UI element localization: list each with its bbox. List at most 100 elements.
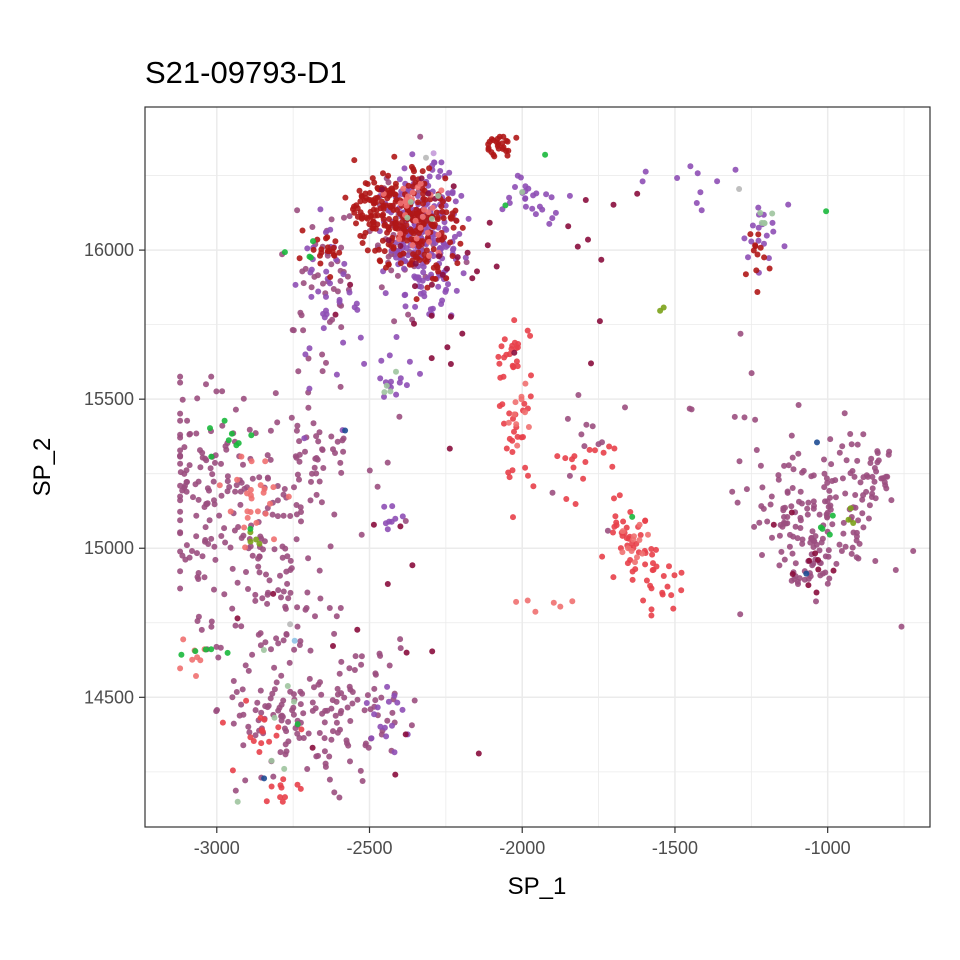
scatter-point bbox=[674, 175, 681, 181]
scatter-point bbox=[503, 445, 510, 452]
scatter-point bbox=[257, 533, 264, 540]
scatter-point bbox=[285, 493, 292, 500]
scatter-point bbox=[788, 432, 795, 439]
scatter-point bbox=[218, 492, 225, 499]
scatter-point bbox=[413, 296, 420, 303]
scatter-point bbox=[666, 563, 672, 570]
scatter-point bbox=[767, 501, 774, 508]
scatter-point bbox=[177, 447, 184, 454]
scatter-point bbox=[838, 548, 845, 554]
scatter-point bbox=[353, 202, 360, 209]
scatter-point bbox=[409, 562, 416, 569]
scatter-point bbox=[694, 170, 701, 177]
scatter-point bbox=[327, 543, 334, 550]
scatter-point bbox=[300, 327, 307, 334]
scatter-point bbox=[609, 463, 616, 470]
scatter-point bbox=[754, 251, 761, 258]
scatter-point bbox=[755, 237, 762, 244]
scatter-point bbox=[269, 690, 276, 697]
scatter-point bbox=[819, 535, 826, 542]
scatter-point bbox=[421, 206, 428, 213]
scatter-point bbox=[522, 380, 529, 387]
scatter-point bbox=[283, 631, 290, 637]
scatter-point bbox=[300, 735, 307, 741]
scatter-point bbox=[230, 678, 237, 684]
scatter-point bbox=[177, 373, 184, 380]
scatter-point bbox=[863, 488, 870, 495]
scatter-point bbox=[389, 202, 396, 209]
scatter-point bbox=[257, 687, 264, 694]
scatter-point bbox=[197, 447, 203, 454]
scatter-point bbox=[447, 313, 454, 320]
scatter-point bbox=[337, 726, 343, 733]
scatter-point bbox=[525, 424, 532, 430]
scatter-point bbox=[910, 548, 917, 554]
scatter-point bbox=[842, 543, 849, 550]
scatter-point bbox=[815, 566, 822, 573]
scatter-point bbox=[393, 196, 400, 203]
scatter-point bbox=[393, 219, 400, 226]
scatter-point bbox=[449, 188, 456, 195]
scatter-point bbox=[810, 472, 817, 479]
scatter-point bbox=[485, 141, 492, 148]
scatter-point bbox=[193, 673, 199, 679]
scatter-point bbox=[208, 373, 215, 380]
scatter-point bbox=[234, 476, 241, 483]
scatter-point bbox=[629, 576, 636, 583]
scatter-point bbox=[291, 698, 297, 705]
scatter-point bbox=[525, 472, 531, 479]
scatter-point bbox=[888, 497, 895, 504]
scatter-point bbox=[379, 237, 386, 244]
scatter-point bbox=[247, 492, 254, 499]
scatter-point bbox=[823, 475, 830, 482]
scatter-point bbox=[291, 484, 297, 491]
scatter-point bbox=[177, 460, 184, 467]
scatter-point bbox=[370, 200, 377, 207]
scatter-point bbox=[797, 517, 804, 524]
scatter-point bbox=[342, 427, 349, 434]
scatter-point bbox=[869, 473, 876, 480]
scatter-point bbox=[825, 547, 832, 554]
scatter-point bbox=[195, 496, 202, 503]
scatter-point bbox=[511, 428, 517, 435]
scatter-point bbox=[549, 489, 556, 496]
scatter-point bbox=[177, 493, 184, 500]
scatter-point bbox=[439, 198, 446, 205]
scatter-point bbox=[743, 486, 750, 493]
scatter-point bbox=[410, 166, 417, 172]
scatter-point bbox=[564, 415, 571, 422]
scatter-point bbox=[386, 518, 393, 525]
scatter-point bbox=[810, 538, 817, 544]
scatter-point bbox=[438, 159, 445, 166]
scatter-point bbox=[397, 645, 404, 652]
scatter-point bbox=[832, 494, 839, 501]
scatter-point bbox=[439, 297, 446, 304]
scatter-point bbox=[469, 275, 476, 282]
scatter-point bbox=[781, 462, 788, 469]
scatter-point bbox=[268, 757, 275, 764]
scatter-point bbox=[420, 195, 427, 202]
scatter-point bbox=[352, 653, 359, 660]
scatter-point bbox=[873, 468, 880, 475]
scatter-point bbox=[450, 224, 457, 231]
scatter-point bbox=[202, 538, 208, 545]
scatter-point bbox=[358, 661, 365, 668]
scatter-point bbox=[827, 436, 834, 443]
scatter-point bbox=[515, 341, 522, 347]
scatter-point bbox=[795, 402, 802, 408]
scatter-point bbox=[364, 692, 371, 699]
scatter-point bbox=[294, 207, 301, 214]
scatter-point bbox=[501, 336, 508, 343]
scatter-point bbox=[697, 189, 704, 196]
scatter-point bbox=[242, 777, 249, 784]
scatter-point bbox=[302, 606, 309, 613]
scatter-point bbox=[853, 537, 860, 544]
scatter-point bbox=[402, 228, 409, 235]
scatter-point bbox=[319, 710, 326, 717]
scatter-point bbox=[414, 274, 421, 281]
scatter-point bbox=[527, 332, 534, 339]
scatter-point bbox=[393, 368, 399, 375]
scatter-point bbox=[787, 531, 793, 538]
scatter-point bbox=[401, 165, 408, 172]
scatter-point bbox=[306, 675, 313, 682]
